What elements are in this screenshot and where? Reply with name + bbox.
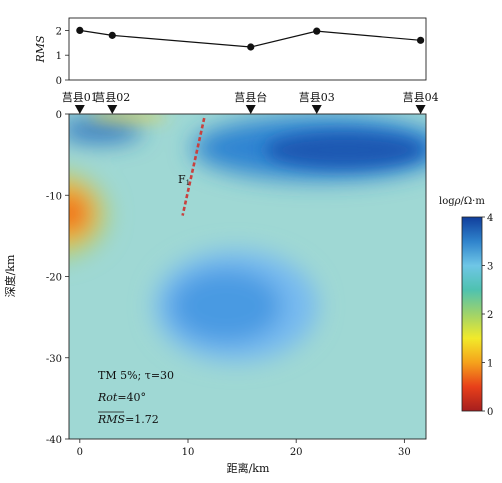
rms-y-tick-label: 2 [56, 26, 62, 37]
section-x-axis-label: 距离/km [227, 461, 270, 475]
rms-y-tick-label: 0 [56, 76, 62, 87]
y-tick-label: -10 [46, 191, 62, 202]
station-label: 莒县台 [234, 90, 267, 104]
colorbar-tick-label: 0 [487, 407, 493, 418]
rms-y-axis-label: RMS [34, 35, 47, 64]
y-tick-label: -30 [46, 354, 62, 365]
station-triangle-icon [74, 105, 85, 114]
annotation-rot: Rot=40° [97, 391, 146, 404]
x-tick-label: 0 [77, 447, 83, 458]
surface-resistive-core [265, 132, 425, 168]
colorbar-ticks: 0 1 2 3 4 [482, 213, 493, 418]
station-label: 莒县01 [62, 91, 98, 104]
y-tick-label: -20 [46, 273, 62, 284]
colorbar-tick-label: 4 [487, 213, 493, 224]
section-x-ticks: 0 10 20 30 [77, 439, 411, 458]
fault-label: F1 [178, 173, 190, 187]
colorbar-bar [461, 216, 483, 412]
conductive-body-center [69, 191, 90, 235]
colorbar-tick-label: 1 [487, 359, 493, 370]
station-label: 莒县04 [403, 91, 439, 104]
x-tick-label: 20 [290, 447, 303, 458]
rms-point [416, 36, 425, 44]
section-y-axis-label: 深度/km [3, 254, 17, 297]
station-triangle-icon [245, 105, 256, 114]
resistivity-section: 0 10 20 30 0 -10 -20 -30 -40 距离/km 深度/km F1 TM … [3, 110, 427, 475]
section-y-ticks: 0 -10 -20 -30 -40 [46, 110, 69, 446]
rms-plot-frame [68, 17, 427, 81]
resistive-body-deep-core [170, 269, 282, 343]
fault-f1-line [181, 117, 206, 216]
x-tick-label: 30 [398, 447, 411, 458]
rms-point [108, 31, 116, 39]
station-label: 莒县02 [94, 91, 130, 104]
rms-point [313, 27, 321, 35]
rms-points [76, 26, 425, 51]
colorbar-tick-label: 3 [487, 262, 493, 273]
rms-panel: RMS 0 1 2 [34, 17, 427, 87]
colorbar: logρ/Ω·m 0 1 2 3 4 [439, 196, 493, 418]
rms-y-ticks: 0 1 2 [56, 26, 69, 87]
y-tick-label: -40 [46, 435, 62, 446]
rms-y-tick-label: 1 [56, 51, 62, 62]
station-triangle-icon [311, 105, 322, 114]
station-label: 莒县03 [299, 91, 335, 104]
station-triangle-icon [415, 105, 426, 114]
annotation-tm: TM 5%; τ=30 [98, 369, 174, 382]
colorbar-tick-label: 2 [487, 310, 493, 321]
colorbar-label: logρ/Ω·m [439, 196, 485, 207]
y-tick-label: 0 [56, 110, 62, 121]
rms-point [247, 43, 255, 51]
rms-point [76, 26, 84, 34]
station-triangle-icon [107, 105, 118, 114]
surface-resistive-west [69, 118, 142, 142]
x-tick-label: 10 [182, 447, 195, 458]
resistivity-heatmap [69, 114, 426, 439]
near-surface-low [88, 114, 168, 121]
annotation-rms: RMS=1.72 [97, 413, 159, 426]
